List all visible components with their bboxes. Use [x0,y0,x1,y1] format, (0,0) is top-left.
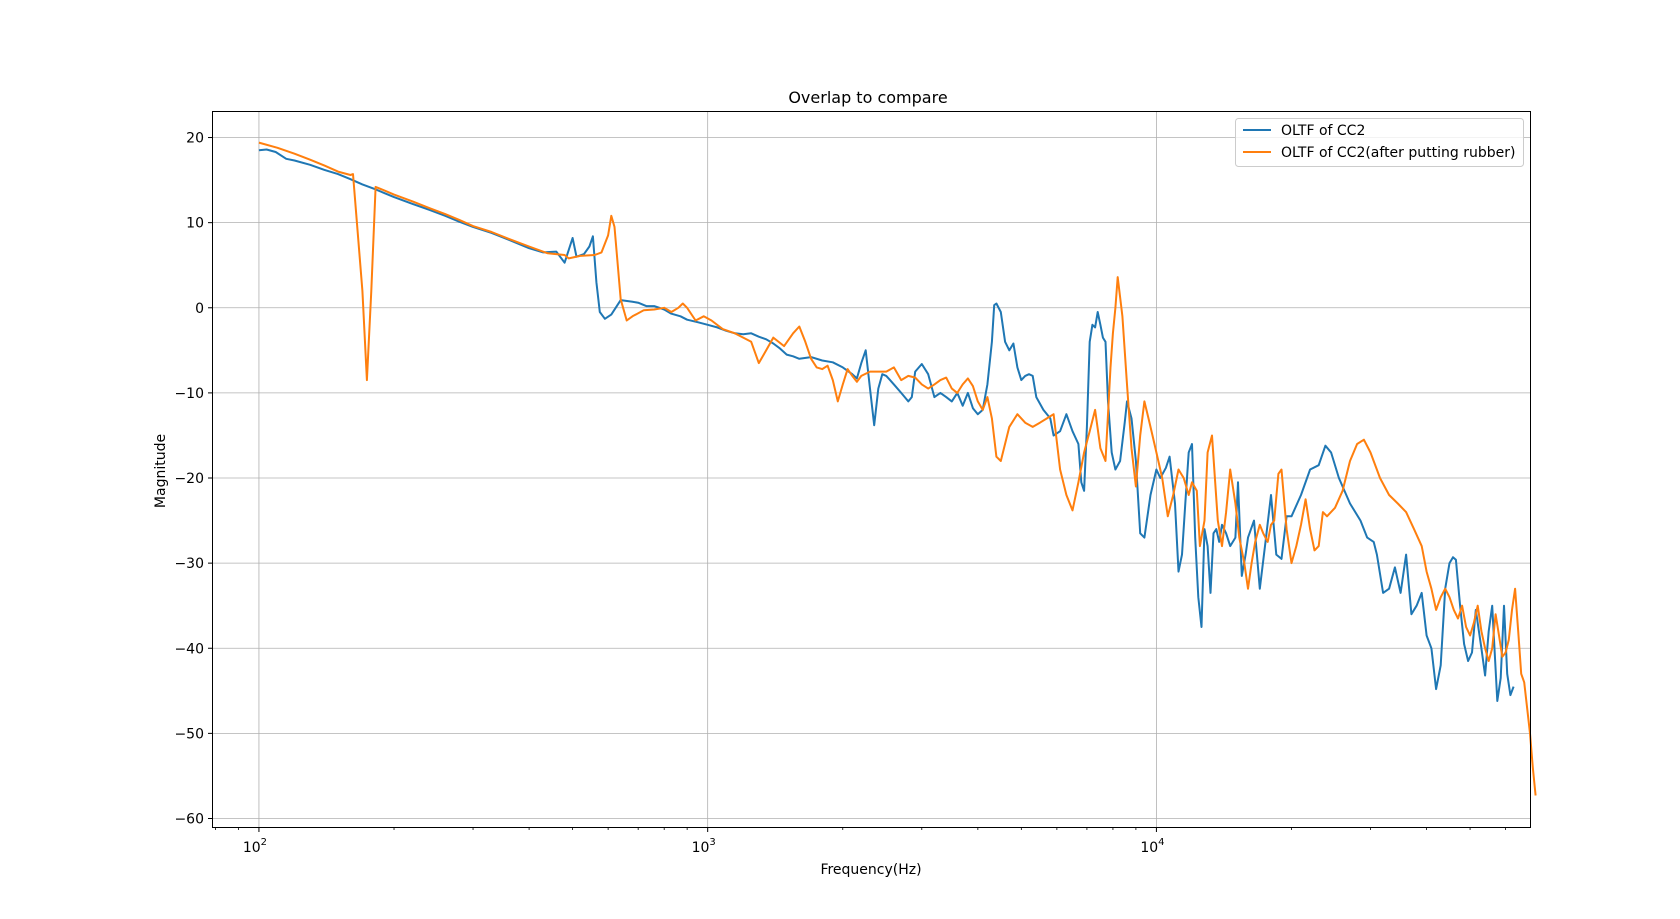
y-axis-ticks: 20 10 0 −10 −20 −30 −40 −50 −60 [174,131,213,827]
y-tick-label-4: −20 [174,471,204,487]
legend-label-series-0: OLTF of CC2 [1281,123,1365,139]
y-tick-label-6: −40 [174,641,204,657]
y-tick-label-8: −60 [174,811,204,827]
series-line-1 [258,141,1537,796]
plot-area-frame [212,111,1531,828]
legend: OLTF of CC2 OLTF of CC2(after putting ru… [1235,118,1524,167]
y-axis-label: Magnitude [153,434,169,508]
x-axis-label: Frequency(Hz) [820,862,921,878]
grid-lines [213,112,1530,827]
y-tick-label-0: 20 [186,131,204,147]
y-tick-label-5: −30 [174,556,204,572]
legend-box [1235,118,1524,167]
chart-title: Overlap to compare [788,88,947,107]
y-tick-label-3: −10 [174,386,204,402]
y-tick-label-7: −50 [174,726,204,742]
series-line-0 [258,148,1515,702]
legend-label-series-1: OLTF of CC2(after putting rubber) [1281,145,1515,161]
y-tick-label-1: 10 [186,216,204,232]
series-layer [258,141,1537,796]
y-tick-label-2: 0 [195,301,204,317]
